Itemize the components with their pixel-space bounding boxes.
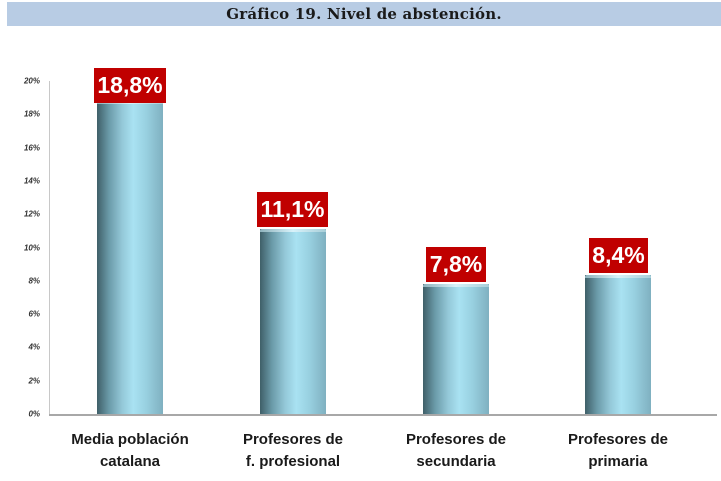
bar-media-poblacion-catalana <box>97 101 163 414</box>
value-label: 18,8% <box>94 68 166 103</box>
bar-profesores-primaria <box>585 275 651 414</box>
y-tick-label: 10% <box>23 243 40 252</box>
chart-title-bar: Gráfico 19. Nivel de abstención. <box>7 2 721 26</box>
y-tick-label: 14% <box>23 176 40 186</box>
value-label: 11,1% <box>257 192 328 227</box>
x-axis-line <box>49 414 717 416</box>
value-label: 7,8% <box>426 247 486 282</box>
y-tick-label: 6% <box>28 309 40 319</box>
value-label: 8,4% <box>589 238 648 273</box>
y-tick-label: 4% <box>28 342 40 352</box>
y-axis-line <box>49 81 50 414</box>
y-tick-label: 18% <box>23 109 40 119</box>
y-tick-label: 20% <box>23 76 40 86</box>
y-tick-label: 0% <box>28 409 40 419</box>
bar-profesores-fp <box>260 229 326 414</box>
category-label: Profesores de f. profesional <box>242 431 344 470</box>
category-label: Media población catalana <box>71 431 189 470</box>
category-label: Profesores de secundaria <box>405 431 507 470</box>
bar-profesores-secundaria <box>423 284 489 414</box>
chart-title: Gráfico 19. Nivel de abstención. <box>226 5 502 23</box>
y-tick-label: 2% <box>28 376 40 386</box>
category-label: Profesores de primaria <box>567 431 669 470</box>
y-tick-label: 16% <box>23 143 40 153</box>
y-tick-label: 12% <box>23 209 40 219</box>
y-tick-label: 8% <box>28 276 40 286</box>
